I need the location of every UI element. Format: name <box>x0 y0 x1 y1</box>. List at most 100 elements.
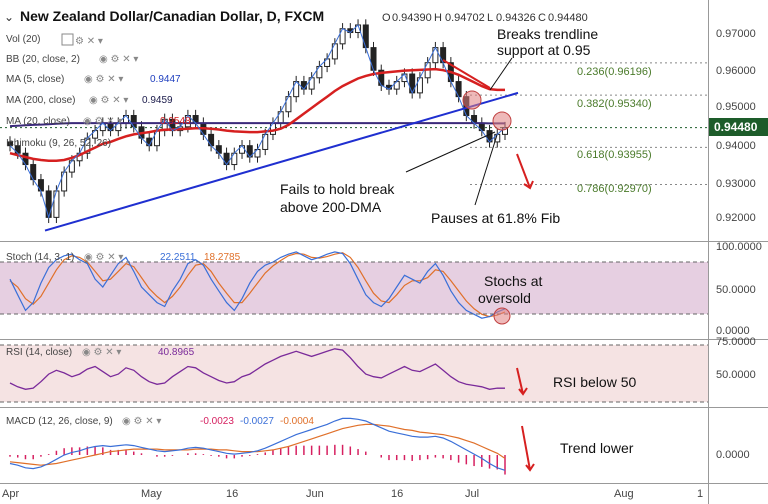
subpane-axes: 100.0000 50.0000 0.0000 75.0000 50.0000 … <box>716 241 762 461</box>
annotation-trendline-line1: Breaks trendline <box>497 26 598 42</box>
candle-body <box>130 115 137 128</box>
ma20-label[interactable]: MA (20, close) <box>6 116 70 127</box>
current-price-value: 0.94480 <box>714 120 758 134</box>
chart-header: ⌄ New Zealand Dollar/Canadian Dollar, D,… <box>4 8 588 24</box>
price-tick: 0.94000 <box>716 140 756 152</box>
ma5-controls-icon[interactable]: ◉ ⚙ ✕ ▾ <box>84 74 123 85</box>
annotation-stoch: Stochs at oversold <box>478 273 542 306</box>
stoch-controls-icon[interactable]: ◉ ⚙ ✕ ▾ <box>84 252 123 263</box>
annotation-dma: Fails to hold break above 200-DMA <box>280 181 395 215</box>
bb-label[interactable]: BB (20, close, 2) <box>6 54 80 65</box>
candle-body <box>316 65 323 79</box>
macd-signal-value: -0.0004 <box>280 416 314 427</box>
macd-tick: 0.0000 <box>716 449 750 461</box>
macd-macd-value: -0.0027 <box>240 416 274 427</box>
ohlc-low-label: L <box>487 12 493 24</box>
macd-hist-value: -0.0023 <box>200 416 234 427</box>
bb-controls-icon[interactable]: ◉ ⚙ ✕ ▾ <box>99 54 138 65</box>
highlight-circle <box>492 111 512 131</box>
annotation-fib: Pauses at 61.8% Fib <box>431 210 560 226</box>
candle-body <box>339 28 346 45</box>
red-down-arrows <box>442 59 535 472</box>
time-tick: Apr <box>2 488 19 500</box>
ichimoku-label[interactable]: Ichimoku (9, 26, 52, 26) <box>6 138 111 149</box>
candle-body <box>262 133 269 150</box>
fib-lines <box>0 62 708 186</box>
chart-title: New Zealand Dollar/Canadian Dollar, D, F… <box>20 8 324 24</box>
annotation-dma-line2: above 200-DMA <box>280 199 382 215</box>
stoch-tick: 100.0000 <box>716 241 762 253</box>
ohlc-high: 0.94702 <box>445 12 485 24</box>
time-tick: 16 <box>226 488 238 500</box>
candle-body <box>362 24 369 49</box>
price-tick: 0.97000 <box>716 28 756 40</box>
arrow-fib <box>474 134 498 206</box>
candle-body <box>432 47 439 64</box>
ma5-line <box>9 24 506 220</box>
ohlc-close-label: C <box>538 12 546 24</box>
fib-label: 0.236(0.96196) <box>577 66 652 78</box>
ma20-line <box>9 67 505 163</box>
fib-label: 0.786(0.92970) <box>577 183 652 195</box>
fib-label: 0.382(0.95340) <box>577 98 652 110</box>
time-tick: Jun <box>306 488 324 500</box>
vol-label[interactable]: Vol (20) <box>6 34 40 45</box>
collapse-icon[interactable]: ⌄ <box>4 10 14 24</box>
ohlc-low: 0.94326 <box>496 12 536 24</box>
ma200-line <box>9 122 505 128</box>
macd-controls-icon[interactable]: ◉ ⚙ ✕ ▾ <box>122 416 161 427</box>
candle-body <box>30 164 37 181</box>
arrow-dma <box>405 131 496 173</box>
macd-label[interactable]: MACD (12, 26, close, 9) <box>6 416 113 427</box>
candle-body <box>269 122 276 135</box>
ohlc-open: 0.94390 <box>392 12 432 24</box>
ma200-controls-icon[interactable]: ◉ ⚙ ✕ ▾ <box>89 95 128 106</box>
ohlc-close: 0.94480 <box>548 12 588 24</box>
stoch-k-value: 22.2511 <box>160 252 196 263</box>
time-tick: Jul <box>465 488 479 500</box>
candle-body <box>45 190 52 218</box>
fib-label: 0.618(0.93955) <box>577 149 652 161</box>
ma20-value: 0.9548 <box>160 116 191 127</box>
stoch-k-line <box>9 251 506 319</box>
highlight-circles <box>462 90 512 325</box>
time-axis: Apr May 16 Jun 16 Jul Aug 1 <box>2 488 703 500</box>
price-tick: 0.92000 <box>716 212 756 224</box>
red-line-trend <box>442 59 491 89</box>
annotation-dma-line1: Fails to hold break <box>280 181 395 197</box>
ohlc-open-label: O <box>382 12 391 24</box>
highlight-circle <box>462 90 482 110</box>
rsi-line <box>9 348 506 390</box>
stoch-label[interactable]: Stoch (14, 3, 1) <box>6 252 74 263</box>
current-price-badge <box>709 118 768 136</box>
arrow-trendline <box>489 57 513 91</box>
rsi-value: 40.8965 <box>158 347 195 358</box>
price-axis: 0.97000 0.96000 0.95000 0.94000 0.93000 … <box>709 28 768 224</box>
red-arrow-price <box>516 153 534 190</box>
rsi-band <box>0 345 708 402</box>
vol-controls[interactable]: ⚙ ✕ ▾ <box>61 33 103 47</box>
rsi-tick: 75.0000 <box>716 336 756 348</box>
annotation-stoch-line2: oversold <box>478 290 531 306</box>
rsi-controls-icon[interactable]: ◉ ⚙ ✕ ▾ <box>82 347 121 358</box>
candle-body <box>68 160 75 173</box>
time-tick: 16 <box>391 488 403 500</box>
ma5-label[interactable]: MA (5, close) <box>6 74 64 85</box>
ma20-controls-icon[interactable]: ◉ ⚙ ✕ ▾ <box>83 116 122 127</box>
candle-body <box>7 141 13 147</box>
candle-body <box>153 130 160 147</box>
sub-pane-series <box>9 251 506 475</box>
candle-body <box>370 47 377 71</box>
ma200-label[interactable]: MA (200, close) <box>6 95 75 106</box>
red-arrow-rsi <box>516 367 528 396</box>
rsi-label[interactable]: RSI (14, close) <box>6 347 72 358</box>
ma200-value: 0.9459 <box>142 95 173 106</box>
time-tick: May <box>141 488 162 500</box>
eye-icon <box>61 33 74 46</box>
annotations: Breaks trendline support at 0.95 Fails to… <box>280 26 636 472</box>
fib-labels: 0.236(0.96196) 0.382(0.95340) 0.618(0.93… <box>577 66 652 195</box>
stoch-tick: 0.0000 <box>716 325 750 337</box>
ohlc-high-label: H <box>434 12 442 24</box>
